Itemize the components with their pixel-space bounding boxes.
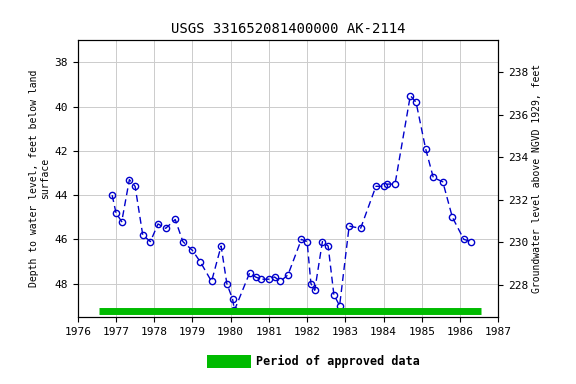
Text: Period of approved data: Period of approved data [256,354,420,367]
FancyBboxPatch shape [207,355,251,368]
Title: USGS 331652081400000 AK-2114: USGS 331652081400000 AK-2114 [170,22,406,36]
Y-axis label: Depth to water level, feet below land
surface: Depth to water level, feet below land su… [29,70,50,287]
Y-axis label: Groundwater level above NGVD 1929, feet: Groundwater level above NGVD 1929, feet [532,64,543,293]
